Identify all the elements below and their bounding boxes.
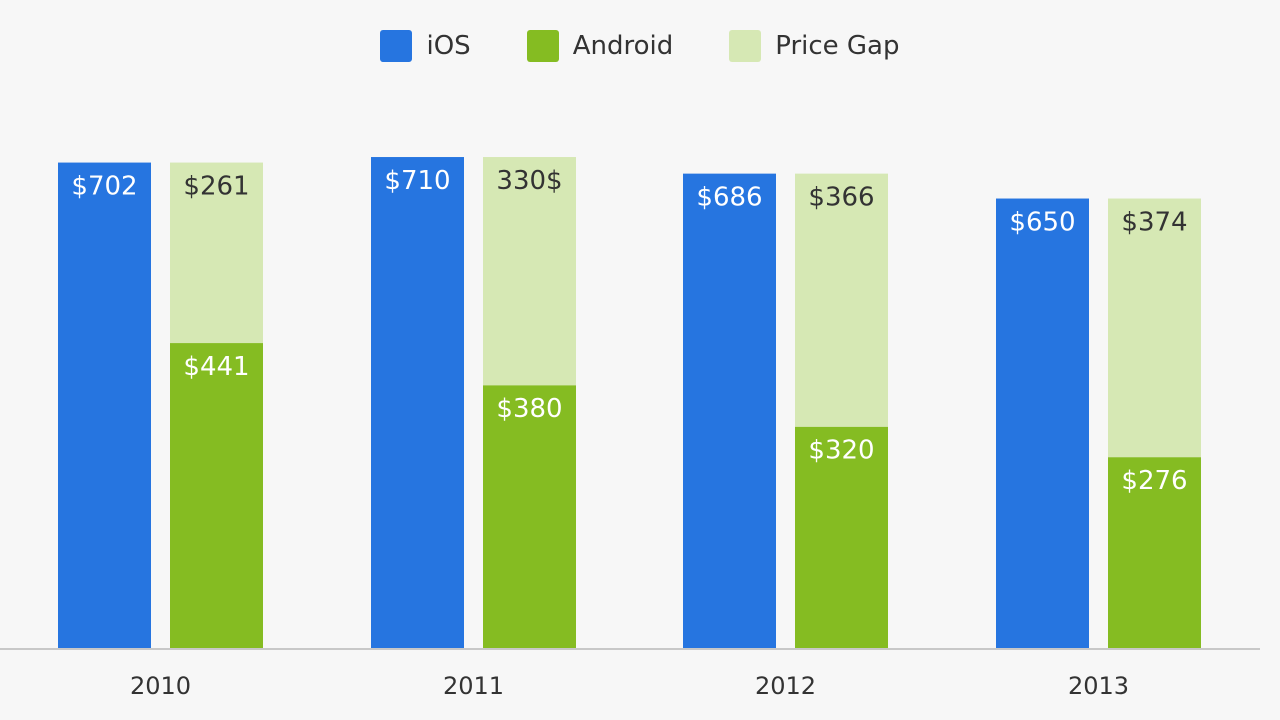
data-label-price-gap-2011: 330$: [496, 166, 562, 196]
legend: iOS Android Price Gap: [0, 30, 1280, 62]
bar-price-gap-2011: [483, 157, 576, 386]
bar-android-2013: [1108, 457, 1201, 648]
x-tick-label-2010: 2010: [130, 672, 191, 700]
data-label-android-2011: $380: [496, 394, 562, 424]
bar-android-2011: [483, 385, 576, 648]
data-label-price-gap-2010: $261: [183, 172, 249, 202]
bar-android-2012: [795, 426, 888, 648]
data-label-ios-2013: $650: [1009, 208, 1075, 238]
legend-item-ios: iOS: [380, 30, 471, 62]
legend-swatch-ios: [380, 30, 413, 62]
legend-item-price-gap: Price Gap: [729, 30, 900, 62]
bar-ios-2012: [683, 173, 776, 649]
data-label-android-2010: $441: [183, 352, 249, 382]
data-label-android-2012: $320: [808, 436, 874, 466]
x-tick-label-2012: 2012: [755, 672, 816, 700]
bar-ios-2010: [58, 162, 151, 648]
data-label-ios-2010: $702: [71, 172, 137, 202]
x-tick-label-2013: 2013: [1068, 672, 1129, 700]
legend-swatch-android: [526, 30, 559, 62]
legend-label-price-gap: Price Gap: [775, 31, 900, 61]
legend-item-android: Android: [526, 30, 674, 62]
bar-ios-2013: [996, 198, 1089, 648]
x-tick-label-2011: 2011: [443, 672, 504, 700]
data-label-ios-2012: $686: [696, 183, 762, 213]
legend-label-android: Android: [572, 31, 674, 61]
bar-android-2010: [170, 343, 263, 648]
bar-price-gap-2010: [170, 162, 263, 344]
legend-label-ios: iOS: [426, 31, 471, 61]
bar-ios-2011: [371, 157, 464, 648]
data-label-android-2013: $276: [1121, 466, 1187, 496]
legend-swatch-price-gap: [729, 30, 762, 62]
data-label-price-gap-2012: $366: [808, 183, 874, 213]
data-label-price-gap-2013: $374: [1121, 208, 1187, 238]
bar-price-gap-2012: [795, 173, 888, 427]
bar-price-gap-2013: [1108, 198, 1201, 458]
data-label-ios-2011: $710: [384, 166, 450, 196]
